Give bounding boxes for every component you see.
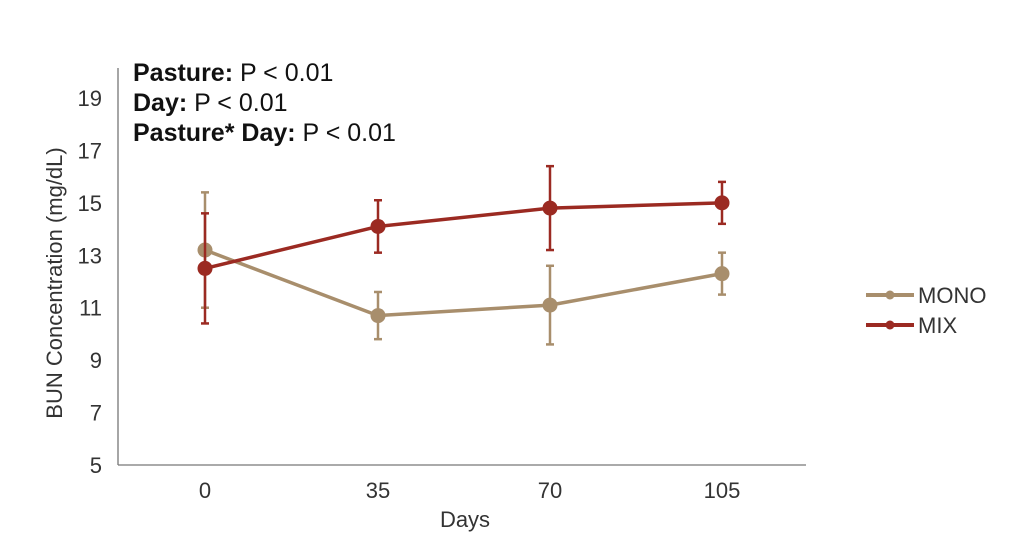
- annotation-day: Day: P < 0.01: [133, 88, 288, 119]
- data-point: [542, 297, 558, 313]
- y-axis-title: BUN Concentration (mg/dL): [42, 147, 67, 418]
- annotation-value: P < 0.01: [194, 89, 288, 117]
- legend-swatch-marker: [885, 320, 895, 330]
- legend-swatch-marker: [885, 290, 895, 300]
- x-tick-label: 70: [538, 478, 562, 503]
- series-line: [204, 201, 723, 271]
- annotation-value: P < 0.01: [302, 119, 396, 147]
- legend-label: MONO: [918, 283, 986, 308]
- x-axis-title: Days: [440, 507, 490, 532]
- y-tick-label: 7: [90, 401, 102, 426]
- y-tick-label: 11: [79, 296, 102, 321]
- x-tick-label: 0: [199, 478, 211, 503]
- x-tick-labels: 0 35 70 105: [199, 478, 740, 503]
- y-tick-labels: 5 7 9 11 13 15 17 19: [78, 86, 102, 478]
- data-point: [714, 266, 730, 282]
- y-tick-label: 9: [90, 348, 102, 373]
- legend-item-mix: MIX: [866, 313, 957, 338]
- annotation-pasture: Pasture: P < 0.01: [133, 58, 333, 89]
- data-point: [370, 308, 386, 324]
- legend-label: MIX: [918, 313, 957, 338]
- annotation-value: P < 0.01: [240, 59, 334, 87]
- data-point: [542, 200, 558, 216]
- data-point: [197, 260, 213, 276]
- annotation-pasture-day: Pasture* Day: P < 0.01: [133, 118, 396, 149]
- legend: MONO MIX: [866, 283, 986, 338]
- data-point: [714, 195, 730, 211]
- annotation-label: Day:: [133, 89, 188, 117]
- series-mono: [197, 191, 730, 346]
- y-tick-label: 13: [78, 243, 102, 268]
- y-tick-label: 15: [78, 191, 102, 216]
- legend-item-mono: MONO: [866, 283, 986, 308]
- annotation-label: Pasture:: [133, 59, 234, 87]
- annotation-label: Pasture* Day:: [133, 119, 296, 147]
- axes: [117, 68, 806, 466]
- series-line: [204, 248, 723, 318]
- x-tick-label: 105: [704, 478, 741, 503]
- x-tick-label: 35: [366, 478, 390, 503]
- y-tick-label: 5: [90, 453, 102, 478]
- series-mix: [197, 164, 730, 325]
- series-group: [197, 164, 730, 346]
- data-point: [370, 218, 386, 234]
- y-tick-label: 17: [78, 138, 102, 163]
- y-tick-label: 19: [78, 86, 102, 111]
